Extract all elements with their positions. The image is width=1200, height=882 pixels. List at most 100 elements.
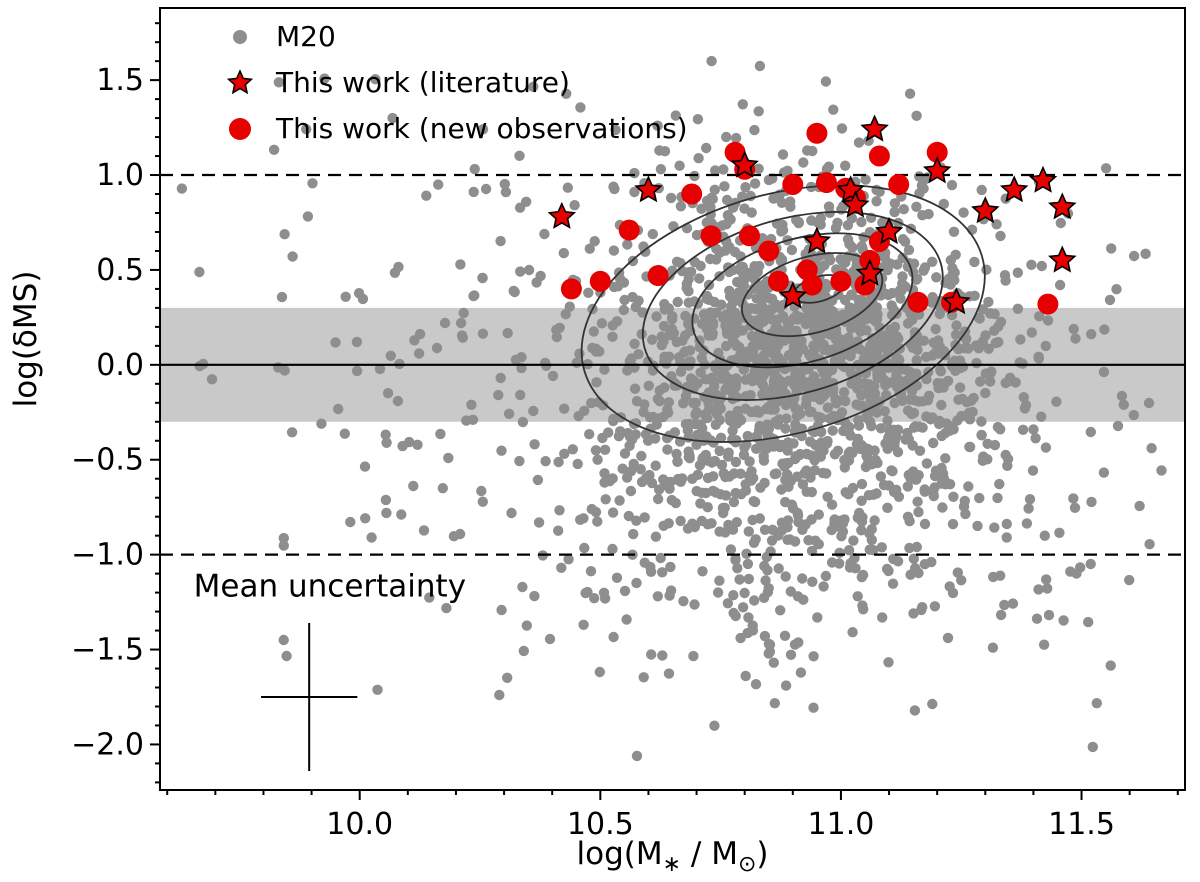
m20-point: [947, 518, 959, 530]
m20-point: [740, 374, 751, 385]
m20-point: [840, 160, 851, 171]
m20-point: [991, 219, 1002, 230]
m20-point: [613, 431, 625, 442]
new-observation-point: [618, 219, 640, 241]
m20-point: [1086, 329, 1097, 340]
m20-point: [818, 368, 830, 379]
m20-point: [637, 307, 648, 318]
m20-point: [721, 219, 732, 230]
m20-point: [709, 381, 720, 392]
m20-point: [807, 145, 818, 157]
legend: M20 This work (literature) This work (new …: [226, 20, 688, 145]
m20-point: [1036, 260, 1048, 272]
m20-point: [727, 387, 738, 398]
m20-point: [895, 384, 907, 395]
m20-point: [351, 365, 363, 377]
m20-point: [1134, 500, 1145, 512]
legend-red-dot-icon: [229, 118, 251, 140]
m20-point: [412, 439, 423, 450]
m20-point: [725, 263, 737, 274]
m20-point: [694, 460, 706, 471]
m20-point: [718, 507, 729, 519]
literature-star-point: [730, 150, 759, 178]
m20-point: [976, 429, 987, 441]
m20-point: [1040, 442, 1052, 453]
m20-point: [936, 430, 947, 442]
m20-point: [940, 453, 951, 464]
m20-point: [431, 342, 443, 354]
m20-point: [591, 377, 602, 388]
m20-point: [785, 649, 797, 660]
m20-point: [913, 506, 924, 518]
m20-point: [480, 183, 492, 195]
m20-point: [929, 601, 941, 612]
m20-point: [718, 164, 729, 175]
m20-point: [911, 330, 923, 341]
m20-point: [506, 507, 517, 519]
m20-point: [607, 543, 618, 555]
m20-point: [812, 612, 823, 623]
m20-point: [544, 633, 556, 645]
x-tick-label: 10.0: [326, 807, 393, 842]
m20-point: [849, 343, 860, 354]
m20-point: [664, 351, 675, 362]
m20-point: [1146, 443, 1157, 454]
m20-point: [956, 575, 967, 586]
literature-star-point: [1028, 165, 1058, 193]
m20-point: [279, 229, 290, 240]
m20-point: [732, 276, 743, 288]
m20-point: [562, 182, 573, 193]
m20-point: [448, 531, 460, 542]
m20-point: [610, 124, 621, 136]
m20-point: [586, 397, 597, 409]
m20-point: [523, 264, 535, 276]
m20-point: [936, 399, 947, 411]
m20-point: [647, 334, 658, 345]
m20-point: [952, 415, 963, 426]
m20-point: [989, 439, 1001, 451]
m20-point: [1085, 426, 1097, 438]
m20-point: [902, 481, 913, 492]
m20-point: [866, 459, 877, 470]
m20-point: [953, 394, 964, 405]
m20-point: [559, 403, 570, 414]
m20-point: [533, 517, 545, 528]
m20-point: [558, 247, 569, 259]
m20-point: [936, 478, 947, 489]
m20-point: [467, 414, 479, 425]
m20-point: [645, 561, 656, 573]
literature-star-point: [802, 226, 832, 254]
m20-point: [885, 324, 896, 335]
m20-point: [728, 297, 739, 308]
m20-point: [553, 525, 564, 536]
m20-point: [689, 599, 700, 610]
m20-point: [900, 364, 911, 375]
m20-point: [518, 645, 529, 657]
m20-point: [608, 181, 619, 192]
m20-point: [521, 196, 532, 207]
m20-point: [387, 112, 398, 124]
m20-point: [1023, 503, 1034, 514]
m20-point: [721, 319, 733, 330]
m20-point: [721, 340, 732, 352]
m20-point: [847, 627, 858, 638]
m20-point: [301, 124, 312, 135]
m20-point: [980, 330, 991, 341]
m20-point: [908, 553, 919, 564]
m20-point: [638, 672, 649, 683]
m20-point: [1156, 465, 1167, 476]
m20-point: [903, 434, 914, 445]
m20-point: [392, 395, 404, 407]
m20-point: [895, 293, 906, 304]
m20-point: [502, 327, 513, 339]
m20-point: [1027, 465, 1039, 476]
m20-point: [978, 451, 989, 462]
m20-point: [477, 328, 489, 339]
m20-point: [776, 525, 787, 536]
m20-point: [806, 450, 817, 461]
m20-point: [753, 106, 764, 117]
m20-point: [821, 468, 832, 479]
m20-point: [832, 445, 844, 456]
m20-point: [629, 186, 640, 198]
m20-point: [675, 201, 687, 212]
